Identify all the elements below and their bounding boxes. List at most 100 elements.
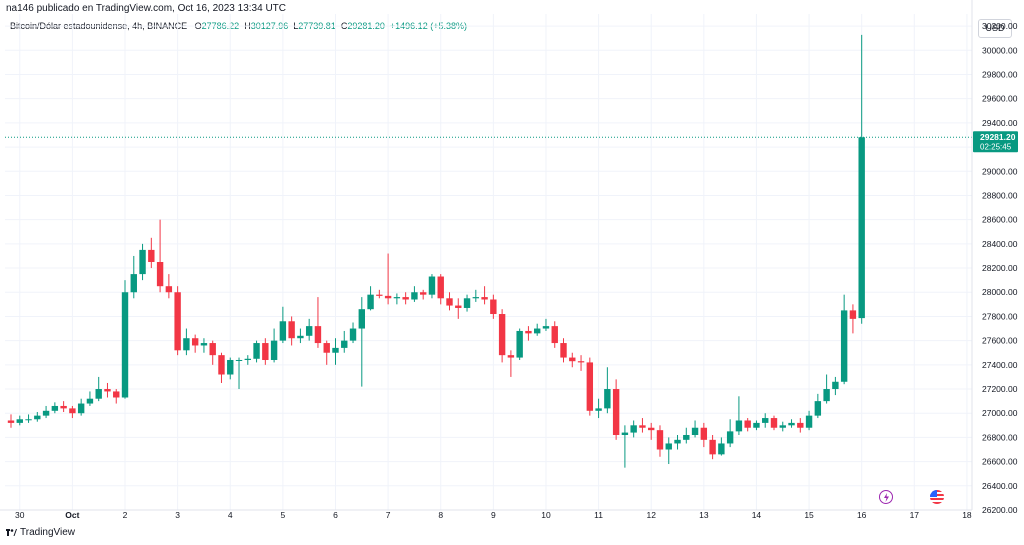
candle: [840, 294, 848, 385]
candle: [770, 415, 778, 431]
candle-body: [744, 420, 751, 428]
candle: [700, 422, 708, 448]
candle-body: [481, 297, 488, 300]
candle-body: [34, 415, 41, 420]
tradingview-brand[interactable]: TradingView: [6, 527, 75, 538]
candle-body: [165, 286, 173, 293]
chart-grid: [5, 14, 972, 511]
time-axis: 30 Oct 2 3 4 5 6 7 8 9 10 11 12 13 14 15 16 17 18: [0, 509, 972, 520]
candle: [60, 401, 67, 413]
candle: [718, 437, 725, 456]
candle: [498, 309, 506, 363]
candle-body: [174, 292, 181, 351]
candle-body: [753, 422, 760, 428]
candle-body: [60, 405, 67, 409]
candle: [42, 405, 50, 419]
candle: [314, 297, 322, 348]
candle: [7, 414, 15, 428]
candle: [849, 304, 857, 334]
candle-body: [419, 292, 427, 295]
price-badge-bg: [973, 131, 1018, 153]
price-tick-label: 26800.00: [982, 432, 1018, 442]
candle-body: [341, 340, 348, 348]
candle-body: [77, 403, 85, 414]
candle: [858, 34, 865, 324]
candle-body: [674, 439, 681, 444]
candle-body: [840, 310, 848, 382]
candle-body: [525, 330, 532, 334]
price-tick-label: 26400.00: [982, 481, 1018, 491]
candles-layer: [7, 34, 865, 468]
candle-body: [367, 294, 374, 310]
candle-body: [832, 381, 839, 390]
candle-body: [683, 434, 690, 440]
price-tick-label: 26600.00: [982, 457, 1018, 467]
candle-body: [665, 443, 672, 450]
candle: [577, 355, 585, 371]
currency-button[interactable]: USD: [978, 19, 1012, 38]
candle-body: [805, 415, 813, 428]
time-tick-label: 13: [699, 510, 709, 520]
candle-body: [253, 343, 260, 359]
candle-body: [726, 431, 734, 444]
candle: [358, 297, 365, 387]
candle: [218, 352, 225, 383]
candle: [148, 237, 155, 269]
candle: [165, 274, 173, 299]
candle-body: [376, 294, 383, 296]
time-tick-label: 30: [15, 510, 25, 520]
candle: [507, 350, 515, 377]
candle: [51, 402, 59, 414]
time-tick-label: 6: [333, 510, 338, 520]
price-tick-label: 27600.00: [982, 336, 1018, 346]
candle: [69, 405, 76, 419]
candle: [735, 396, 743, 435]
candle-body: [463, 298, 471, 308]
candle: [569, 352, 576, 368]
candle-body: [411, 292, 418, 300]
candle: [779, 421, 786, 432]
price-tick-label: 29000.00: [982, 166, 1018, 176]
candle-body: [612, 389, 620, 435]
price-tick-label: 30200.00: [982, 21, 1018, 31]
candle-body: [560, 343, 567, 358]
price-tick-label: 28800.00: [982, 190, 1018, 200]
us-flag-icon[interactable]: [930, 490, 944, 504]
candle: [744, 418, 751, 432]
candle-body: [305, 326, 313, 336]
candle: [341, 330, 348, 353]
candle-body: [498, 314, 506, 356]
candle: [235, 357, 243, 390]
candle-body: [349, 328, 357, 341]
price-badge-price: 29281.20: [980, 132, 1016, 142]
candle: [34, 412, 41, 422]
price-badge-countdown: 02:25:45: [980, 143, 1012, 152]
candle: [604, 367, 611, 414]
price-tick-label: 27000.00: [982, 408, 1018, 418]
candle: [376, 289, 383, 299]
candle: [209, 340, 216, 365]
candle-body: [25, 419, 32, 421]
candle: [788, 419, 795, 428]
candle: [156, 219, 164, 293]
candle-body: [472, 297, 480, 299]
candle-body: [709, 439, 716, 455]
candle: [639, 418, 646, 433]
candle: [674, 434, 681, 450]
time-tick-label: 12: [646, 510, 656, 520]
candle: [77, 398, 85, 416]
candle: [323, 340, 330, 365]
time-tick-label: 17: [910, 510, 920, 520]
candle: [560, 338, 567, 363]
candle-body: [569, 357, 576, 362]
candle-body: [191, 338, 199, 346]
time-tick-label: 11: [594, 510, 603, 520]
candle-body: [279, 321, 287, 341]
candle-body: [446, 298, 453, 306]
lightning-icon[interactable]: [879, 490, 893, 504]
price-tick-label: 27400.00: [982, 360, 1018, 370]
time-tick-label: 2: [123, 510, 128, 520]
candle: [200, 338, 208, 353]
candle-body: [648, 427, 655, 431]
